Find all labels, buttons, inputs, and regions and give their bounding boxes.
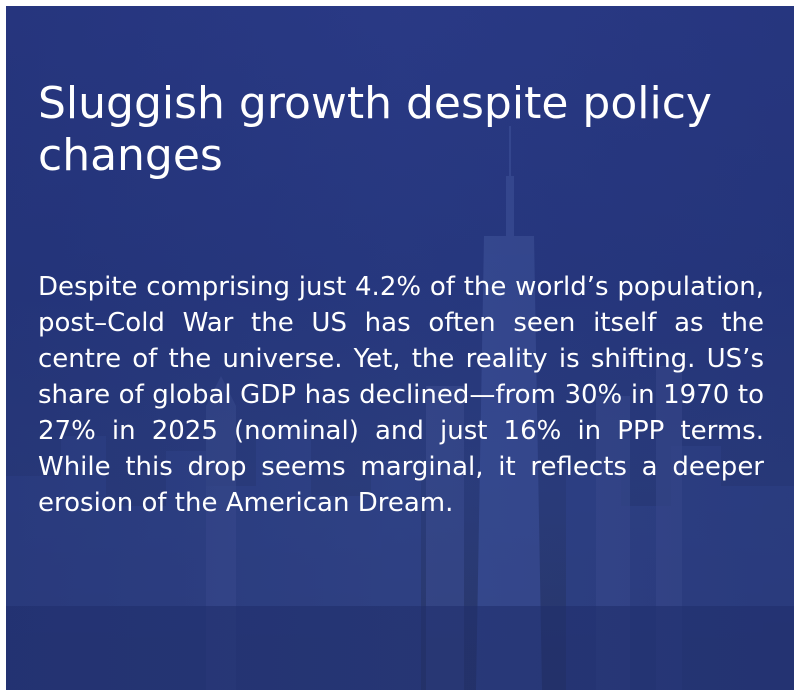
overlay-shade	[6, 6, 794, 690]
city-skyline-image	[6, 126, 794, 690]
slide-body-text: Despite comprising just 4.2% of the worl…	[38, 272, 764, 518]
slide-card: Sluggish growth despite policy changes D…	[6, 6, 794, 690]
slide-title: Sluggish growth despite policy changes	[38, 78, 712, 181]
